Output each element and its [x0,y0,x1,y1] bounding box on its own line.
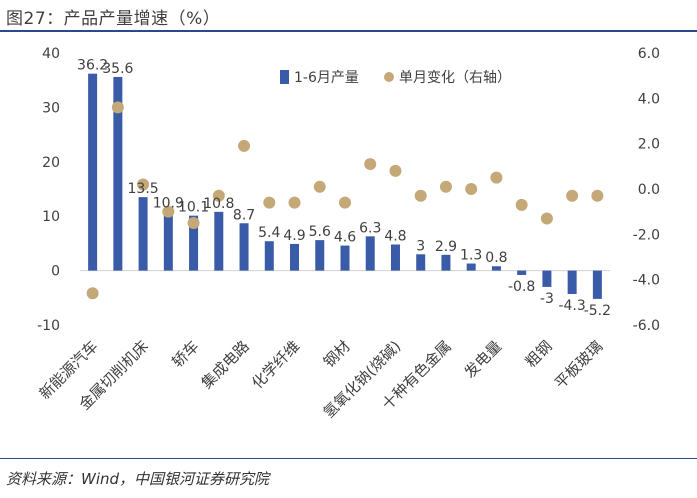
scatter-point [465,183,478,195]
bar-data-label: 36.2 [77,58,108,74]
bar [567,270,577,294]
right-axis-tick-label: 0.0 [638,182,660,198]
bar-data-label: 2.9 [435,239,457,255]
scatter-point [187,217,200,229]
scatter-point [263,196,276,209]
scatter-point [238,139,251,152]
category-label: 发电量 [461,337,506,382]
bar [214,211,224,271]
bar [340,245,350,271]
scatter-point [111,101,124,114]
right-axis-tick-label: 2.0 [638,137,660,153]
bar [138,197,148,271]
chart-legend: 1-6月产量 单月变化（右轴） [280,70,511,86]
bar [315,240,325,271]
legend-swatch-point [384,72,394,82]
legend-swatch-bar [280,70,289,84]
right-axis-tick-label: -6.0 [633,318,660,334]
bar-data-label: -5.2 [584,303,611,319]
bar-data-label: 6.3 [359,220,381,236]
scatter-point [162,205,175,218]
scatter-point [515,198,528,211]
bar-data-label: 0.8 [485,250,507,266]
scatter-point [591,189,604,202]
bar [113,76,123,271]
title-divider [0,30,697,32]
scatter-point [339,196,351,209]
bar-data-label: 8.7 [233,207,255,223]
scatter-point [490,171,503,184]
right-axis-tick-label: 6.0 [638,46,660,62]
bar-data-label: 4.8 [384,228,406,244]
legend-label: 1-6月产量 [294,70,359,86]
bar [542,270,552,287]
bar [491,266,501,271]
left-axis-tick-label: 30 [42,100,60,116]
scatter-point [364,158,377,171]
bar [88,73,98,271]
bar [416,254,426,271]
chart-bars [88,73,602,299]
chart: -10010203040-6.0-4.0-2.00.02.04.06.0新能源汽… [36,46,660,422]
bar [365,236,375,271]
right-axis-tick-label: 4.0 [638,91,660,107]
bar [390,244,400,271]
scatter-point [566,189,579,202]
bar-data-label: 3 [416,238,425,254]
category-label: 化学纤维 [248,337,303,392]
legend-label: 单月变化（右轴） [399,70,511,86]
bar-data-label: 35.6 [102,61,133,77]
category-label: 粗钢 [522,337,556,371]
chart-labels: 36.235.6 13.510.910.110.88.75.4 4.9 5.6 4.66… [77,58,611,319]
scatter-point [540,212,553,225]
bar [163,211,173,271]
bar-data-label: 4.6 [334,230,356,246]
bar-data-label: 5.4 [258,225,280,241]
bar [264,241,274,271]
right-axis-tick-label: -4.0 [633,273,660,289]
right-axis-tick-label: -2.0 [633,227,660,243]
bar-data-label: 1.3 [460,248,482,264]
bar [466,263,476,271]
bar [290,243,300,271]
chart-points [86,101,604,300]
scatter-point [86,287,99,300]
left-axis-tick-label: 40 [42,46,60,62]
scatter-point [389,164,402,177]
category-label: 平板玻璃 [551,337,606,392]
bar-data-label: 10.8 [203,196,234,212]
bar-data-label: 10.9 [153,195,184,211]
scatter-point [288,196,301,209]
bar [441,254,451,271]
bar [189,215,199,271]
left-axis-tick-label: 10 [42,209,60,225]
bar [239,223,249,271]
scatter-point [212,189,225,202]
left-axis-tick-label: 0 [51,264,60,280]
scatter-point [137,178,150,191]
left-axis-tick-label: -10 [37,318,60,334]
bar-data-label: -3 [540,291,554,307]
scatter-point [414,189,427,202]
scatter-point [439,180,452,193]
left-axis-tick-label: 20 [42,155,60,171]
category-label: 钢材 [320,337,354,371]
category-label: 集成电路 [198,337,253,392]
chart-title: 图27：产品产量增速（%） [6,9,221,29]
bar-data-label: -4.3 [558,298,585,314]
bar-data-label: 5.6 [309,224,331,240]
category-label: 轿车 [168,337,202,371]
source-note: 资料来源：Wind，中国银河证券研究院 [6,470,270,488]
bar-data-label: -0.8 [508,279,535,295]
footer-divider [0,458,697,459]
bar [592,270,602,299]
bar-data-label: 4.9 [283,228,305,244]
bar-data-label: 13.5 [128,181,159,197]
bar [517,270,527,275]
bar-data-label: 10.1 [178,200,209,216]
scatter-point [313,180,326,193]
